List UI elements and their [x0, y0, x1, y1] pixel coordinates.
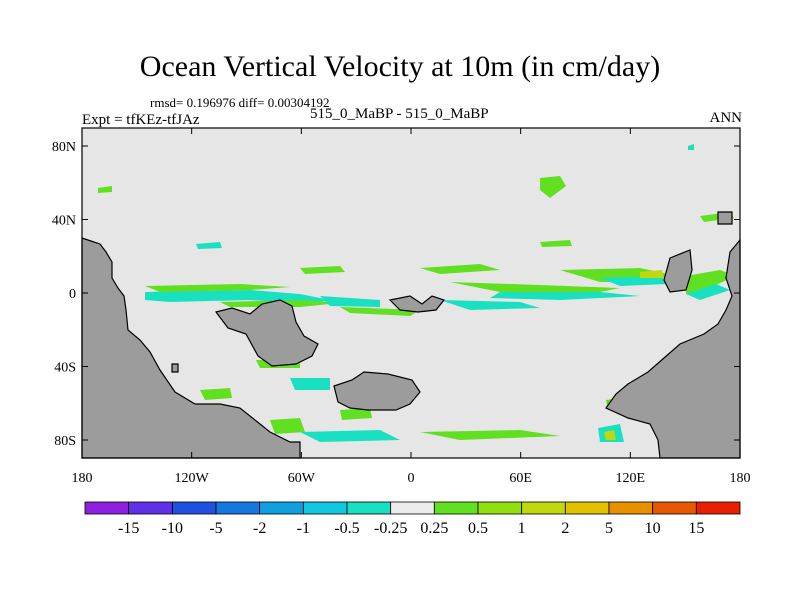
lon-tick-label: 180 — [72, 471, 93, 486]
anomaly-patch — [686, 270, 736, 294]
colorbar-box — [564, 501, 610, 515]
land-south-america — [214, 299, 319, 367]
colorbar-box — [477, 501, 523, 515]
colorbar-box — [433, 501, 479, 515]
colorbar-box — [259, 501, 304, 515]
lon-tick-label: 120W — [175, 471, 210, 486]
land-antarctic-peninsula — [333, 371, 421, 411]
colorbar-box — [695, 501, 741, 515]
anomaly-patch — [420, 430, 560, 440]
colorbar-box — [215, 501, 261, 515]
colorbar-label: -15 — [118, 520, 139, 537]
anomaly-patch — [98, 186, 112, 193]
anomaly-patch — [290, 378, 330, 390]
anomaly-patch — [300, 266, 345, 274]
colorbar: -15 -10 -5 -2 -1 -0.5 -0.25 0.25 0.5 1 2 5 10 15 — [84, 501, 741, 537]
colorbar-label: 10 — [645, 520, 661, 537]
anomaly-patch — [640, 270, 664, 278]
anomaly-patch — [340, 408, 372, 420]
colorbar-label: -0.5 — [334, 520, 359, 537]
lat-tick-label: 40N — [52, 214, 76, 229]
anomaly-patch — [450, 282, 620, 292]
land-africa — [388, 295, 446, 313]
land-masks — [81, 211, 741, 459]
colorbar-box — [128, 501, 173, 515]
lon-tick-label: 120E — [616, 471, 646, 486]
experiment-label: Expt = tfKEz-tfJAz — [82, 112, 200, 128]
anomaly-patch — [420, 264, 500, 274]
lat-tick-label: 80N — [52, 140, 76, 155]
colorbar-label: -2 — [253, 520, 266, 537]
colorbar-box — [84, 501, 130, 515]
colorbar-box — [390, 501, 435, 515]
colorbar-box — [521, 501, 566, 515]
anomaly-patch — [320, 296, 380, 307]
colorbar-label: 5 — [605, 520, 613, 537]
stats-label: rmsd= 0.196976 diff= 0.00304192 — [150, 95, 330, 110]
colorbar-box — [171, 501, 217, 515]
colorbar-label: -10 — [162, 520, 183, 537]
anomaly-patch — [540, 240, 572, 247]
colorbar-label: -1 — [297, 520, 310, 537]
lon-tick-label: 60W — [288, 471, 316, 486]
colorbar-label: 0.25 — [420, 520, 448, 537]
colorbar-label: 15 — [688, 520, 704, 537]
lat-tick-label: 0 — [69, 287, 76, 302]
anomaly-patch — [145, 284, 290, 292]
land-australia — [663, 249, 693, 293]
land-west — [81, 237, 301, 459]
anomaly-patch — [270, 418, 305, 434]
colorbar-box — [302, 501, 348, 515]
anomaly-patch — [600, 276, 668, 286]
colorbar-box — [346, 501, 392, 515]
colorbar-label: -0.25 — [374, 520, 407, 537]
lon-tick-label: 0 — [408, 471, 415, 486]
anomaly-patch — [196, 242, 222, 249]
plot-title: Ocean Vertical Velocity at 10m (in cm/da… — [139, 50, 661, 83]
season-label: ANN — [709, 110, 743, 126]
anomaly-patch — [604, 430, 616, 440]
anomaly-patch — [686, 284, 730, 300]
lon-tick-label: 60E — [509, 471, 532, 486]
anomaly-patch — [300, 430, 400, 442]
colorbar-label: 2 — [561, 520, 569, 537]
anomaly-patch — [440, 300, 540, 310]
lon-ticks: 180 120W 60W 0 60E 120E 180 — [72, 128, 751, 486]
land-islands — [717, 211, 733, 225]
colorbar-box — [652, 501, 697, 515]
anomaly-patches — [98, 144, 736, 442]
lon-tick-label: 180 — [730, 471, 751, 486]
lat-tick-label: 80S — [54, 434, 76, 449]
cases-label: 515_0_MaBP - 515_0_MaBP — [310, 106, 489, 122]
land-island-small — [171, 363, 179, 373]
colorbar-label: -5 — [209, 520, 222, 537]
anomaly-patch — [540, 176, 566, 198]
lat-ticks: 80N 40N 0 40S 80S — [52, 140, 740, 449]
colorbar-label: 1 — [518, 520, 526, 537]
colorbar-box — [608, 501, 654, 515]
lat-tick-label: 40S — [54, 361, 76, 376]
anomaly-patch — [490, 292, 640, 300]
anomaly-patch — [688, 144, 694, 150]
colorbar-label: 0.5 — [468, 520, 488, 537]
land-east — [605, 238, 741, 459]
anomaly-patch — [200, 388, 232, 400]
